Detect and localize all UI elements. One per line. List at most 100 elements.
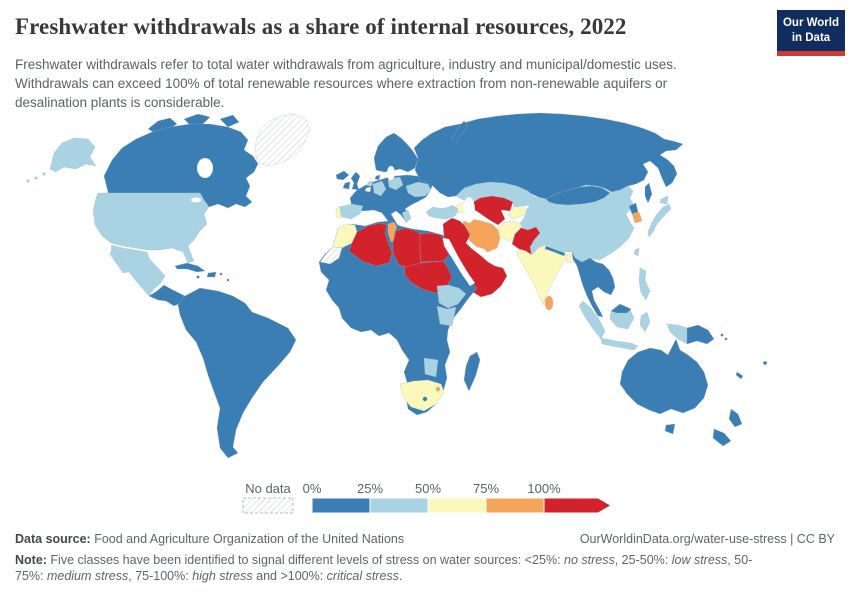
region-russia[interactable] bbox=[413, 112, 684, 200]
data-source: Data source: Food and Agriculture Organi… bbox=[15, 532, 404, 546]
region-egypt[interactable] bbox=[419, 232, 450, 263]
region-alaska[interactable] bbox=[49, 137, 97, 173]
legend-segment-low-stress[interactable] bbox=[369, 497, 429, 514]
region-west-papua[interactable] bbox=[666, 323, 688, 345]
region-germany[interactable] bbox=[372, 180, 387, 197]
region-spain[interactable] bbox=[338, 203, 364, 220]
region-iceland[interactable] bbox=[335, 170, 350, 181]
region-cuba[interactable] bbox=[174, 262, 206, 273]
region-new-caledonia[interactable] bbox=[735, 371, 744, 380]
region-aleutian-islands[interactable] bbox=[42, 172, 46, 176]
owid-logo-line2: in Data bbox=[791, 31, 831, 44]
region-poland[interactable] bbox=[387, 176, 404, 191]
region-ethiopia[interactable] bbox=[436, 284, 467, 309]
region-iran[interactable] bbox=[462, 218, 501, 253]
sea-hudson-bay bbox=[197, 158, 213, 178]
attribution-link[interactable]: OurWorldinData.org/water-use-stress | CC… bbox=[579, 532, 835, 546]
region-algeria[interactable] bbox=[348, 222, 393, 267]
region-new-zealand-south[interactable] bbox=[712, 428, 732, 447]
region-greece[interactable] bbox=[401, 209, 412, 224]
region-caribbean-islands[interactable] bbox=[226, 278, 230, 282]
region-kenya[interactable] bbox=[436, 305, 457, 327]
region-tasmania[interactable] bbox=[664, 423, 676, 435]
legend-segment-medium-stress[interactable] bbox=[427, 497, 487, 514]
page-title: Freshwater withdrawals as a share of int… bbox=[15, 14, 627, 39]
legend-tick-50: 50% bbox=[415, 481, 441, 496]
region-solomon-islands[interactable] bbox=[724, 337, 728, 341]
region-bangladesh[interactable] bbox=[565, 253, 575, 264]
region-sri-lanka[interactable] bbox=[544, 295, 554, 311]
region-swaziland[interactable] bbox=[435, 386, 441, 392]
region-portugal[interactable] bbox=[335, 206, 342, 219]
sea-baltic bbox=[387, 166, 395, 180]
legend-tick-100: 100% bbox=[527, 481, 561, 496]
region-baja-california[interactable] bbox=[109, 247, 129, 274]
region-arctic-islands[interactable] bbox=[219, 114, 240, 128]
region-solomon-islands[interactable] bbox=[720, 333, 724, 337]
legend-tick-75: 75% bbox=[473, 481, 499, 496]
region-java[interactable] bbox=[600, 337, 639, 351]
legend-segment-high-stress[interactable] bbox=[485, 497, 545, 514]
region-western-sahara[interactable] bbox=[319, 246, 343, 265]
region-australia[interactable] bbox=[619, 338, 709, 415]
region-belgium[interactable] bbox=[364, 186, 372, 193]
region-philippines[interactable] bbox=[638, 267, 651, 301]
legend-segment-no-stress[interactable] bbox=[311, 497, 371, 514]
region-caribbean-islands[interactable] bbox=[219, 272, 223, 276]
region-greenland[interactable] bbox=[254, 113, 311, 167]
footer-note: Note: Five classes have been identified … bbox=[15, 553, 753, 583]
region-usa[interactable] bbox=[92, 192, 210, 264]
legend-tick-25: 25% bbox=[357, 481, 383, 496]
region-southeast-asia[interactable] bbox=[571, 251, 616, 318]
legend-no-data-swatch[interactable] bbox=[242, 497, 294, 514]
region-japan-hokkaido[interactable] bbox=[659, 195, 669, 205]
region-india[interactable] bbox=[516, 245, 567, 306]
region-sumatra[interactable] bbox=[578, 300, 606, 340]
region-scandinavia[interactable] bbox=[373, 132, 419, 173]
region-zimbabwe[interactable] bbox=[423, 357, 439, 378]
region-sulawesi[interactable] bbox=[639, 311, 651, 333]
region-sakhalin[interactable] bbox=[644, 182, 653, 204]
region-south-africa[interactable] bbox=[399, 379, 445, 412]
region-novaya-zemlya[interactable] bbox=[451, 120, 469, 144]
legend-tick-0: 0% bbox=[303, 481, 322, 496]
region-japan-honshu[interactable] bbox=[647, 203, 672, 238]
region-papua-new-guinea[interactable] bbox=[686, 324, 715, 345]
region-north-korea[interactable] bbox=[628, 202, 639, 215]
region-fiji[interactable] bbox=[762, 360, 768, 366]
region-caribbean-islands[interactable] bbox=[196, 275, 200, 279]
region-south-korea[interactable] bbox=[631, 211, 643, 224]
owid-logo[interactable]: Our World in Data bbox=[777, 10, 845, 56]
region-denmark[interactable] bbox=[374, 174, 381, 181]
region-hispaniola[interactable] bbox=[206, 271, 217, 278]
region-middle-east[interactable] bbox=[442, 217, 508, 298]
sea-black-sea bbox=[429, 196, 453, 208]
region-canada[interactable] bbox=[103, 123, 259, 209]
region-arctic-islands[interactable] bbox=[183, 113, 211, 126]
region-madagascar[interactable] bbox=[463, 351, 481, 392]
region-mexico[interactable] bbox=[110, 244, 166, 297]
legend-segment-critical-stress[interactable] bbox=[543, 497, 613, 514]
region-aleutian-islands[interactable] bbox=[26, 179, 30, 183]
region-netherlands[interactable] bbox=[366, 180, 374, 187]
region-morocco[interactable] bbox=[332, 223, 358, 249]
region-aleutian-islands[interactable] bbox=[34, 176, 38, 180]
region-turkmenistan-uzbekistan[interactable] bbox=[469, 195, 514, 226]
region-united-kingdom[interactable] bbox=[350, 171, 361, 191]
sea-caspian bbox=[463, 197, 475, 223]
region-malaysia-north-borneo[interactable] bbox=[610, 303, 632, 314]
region-ukraine[interactable] bbox=[405, 181, 432, 198]
sea-great-lakes bbox=[191, 197, 201, 203]
legend-no-data-label: No data bbox=[245, 481, 291, 496]
region-new-zealand-north[interactable] bbox=[728, 408, 743, 428]
sea-persian-gulf bbox=[478, 247, 492, 262]
region-nepal-bhutan[interactable] bbox=[544, 245, 566, 257]
region-ireland[interactable] bbox=[342, 181, 351, 190]
region-arctic-islands[interactable] bbox=[147, 117, 178, 134]
data-source-value: Food and Agriculture Organization of the… bbox=[90, 532, 405, 546]
region-south-america[interactable] bbox=[177, 287, 297, 459]
region-taiwan[interactable] bbox=[633, 247, 640, 257]
region-kazakhstan[interactable] bbox=[455, 181, 536, 208]
region-lesotho[interactable] bbox=[422, 396, 428, 402]
region-mongolia[interactable] bbox=[545, 185, 611, 206]
